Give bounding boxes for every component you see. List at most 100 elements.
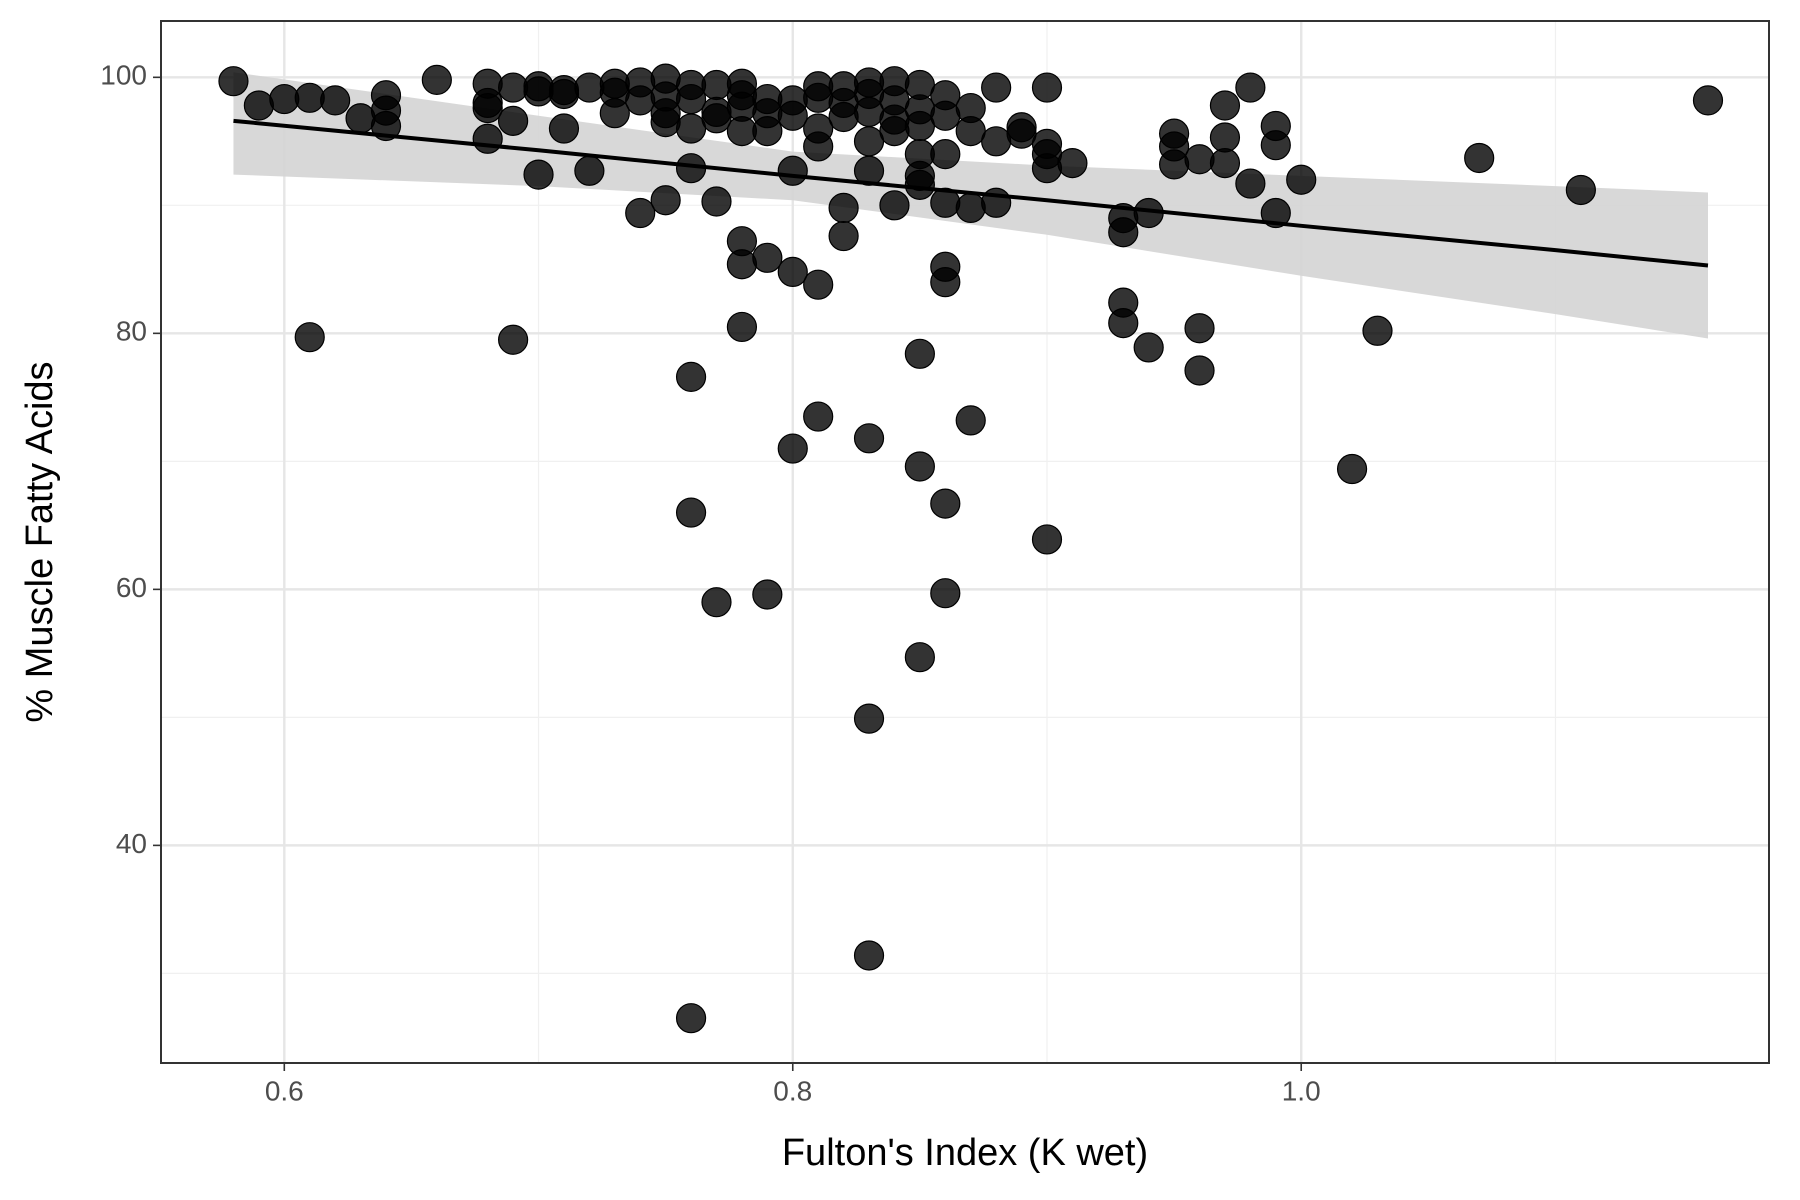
point bbox=[828, 101, 859, 133]
point bbox=[803, 269, 834, 300]
point bbox=[904, 451, 935, 482]
point bbox=[777, 433, 808, 464]
point bbox=[803, 131, 834, 162]
point bbox=[904, 642, 935, 673]
point bbox=[1692, 85, 1724, 116]
y-tick-label: 100 bbox=[100, 60, 147, 91]
point bbox=[650, 185, 681, 216]
point bbox=[904, 169, 935, 200]
point bbox=[243, 90, 274, 121]
point bbox=[955, 192, 986, 223]
point bbox=[523, 76, 554, 107]
point bbox=[498, 72, 529, 103]
point bbox=[675, 361, 707, 392]
point bbox=[523, 159, 554, 190]
point bbox=[930, 578, 961, 609]
point bbox=[574, 72, 605, 103]
point bbox=[853, 940, 885, 971]
point bbox=[853, 703, 885, 734]
point bbox=[726, 311, 758, 343]
point bbox=[904, 338, 935, 369]
point bbox=[777, 256, 808, 287]
point bbox=[1235, 72, 1266, 103]
x-tick-label: 0.8 bbox=[773, 1075, 812, 1106]
point bbox=[1031, 72, 1063, 103]
point bbox=[701, 186, 732, 217]
point bbox=[548, 78, 580, 110]
point bbox=[879, 115, 910, 147]
point bbox=[930, 488, 961, 519]
point bbox=[1031, 153, 1063, 184]
point bbox=[803, 401, 834, 432]
point bbox=[726, 115, 758, 147]
point bbox=[675, 83, 707, 115]
point bbox=[1336, 453, 1368, 485]
point bbox=[269, 83, 300, 115]
point bbox=[752, 242, 783, 273]
y-axis-title: % Muscle Fatty Acids bbox=[19, 361, 61, 722]
point bbox=[803, 82, 834, 113]
point bbox=[1184, 355, 1215, 386]
point bbox=[1108, 308, 1139, 339]
point bbox=[1184, 313, 1215, 344]
point bbox=[828, 192, 859, 223]
x-tick-label: 0.6 bbox=[265, 1075, 304, 1106]
point bbox=[625, 85, 656, 116]
point bbox=[701, 103, 732, 134]
point bbox=[777, 100, 808, 131]
point bbox=[548, 113, 580, 144]
point bbox=[930, 267, 961, 298]
point bbox=[599, 98, 630, 129]
point bbox=[650, 107, 681, 138]
point bbox=[981, 72, 1012, 103]
point bbox=[930, 100, 961, 131]
point bbox=[853, 423, 885, 454]
point bbox=[752, 579, 783, 610]
point bbox=[1006, 118, 1037, 149]
point bbox=[1209, 147, 1241, 179]
x-axis-title: Fulton's Index (K wet) bbox=[782, 1132, 1148, 1174]
point bbox=[675, 497, 707, 528]
point bbox=[930, 139, 961, 170]
point bbox=[1133, 332, 1164, 363]
point bbox=[1260, 197, 1291, 229]
y-tick-label: 60 bbox=[116, 572, 147, 603]
x-tick-label: 1.0 bbox=[1282, 1075, 1321, 1106]
point bbox=[955, 405, 986, 436]
point bbox=[498, 105, 529, 136]
y-tick-label: 40 bbox=[116, 828, 147, 859]
point bbox=[1464, 142, 1495, 174]
point bbox=[1235, 168, 1266, 199]
point bbox=[981, 126, 1012, 157]
point bbox=[701, 69, 732, 101]
point bbox=[853, 96, 885, 127]
point bbox=[1159, 149, 1190, 180]
point bbox=[726, 249, 758, 280]
point bbox=[218, 66, 249, 97]
point bbox=[1031, 524, 1063, 555]
point bbox=[472, 123, 503, 154]
point bbox=[625, 197, 656, 229]
point bbox=[853, 126, 885, 157]
point bbox=[1108, 217, 1139, 248]
point bbox=[472, 92, 503, 124]
point bbox=[1362, 315, 1393, 346]
point bbox=[421, 64, 452, 95]
fit-line bbox=[233, 118, 1709, 268]
point bbox=[675, 1003, 707, 1034]
y-tick-label: 80 bbox=[116, 316, 147, 347]
point bbox=[701, 587, 732, 618]
point bbox=[1209, 90, 1241, 121]
point bbox=[1057, 147, 1088, 179]
point bbox=[828, 220, 859, 252]
point bbox=[955, 115, 986, 147]
point bbox=[294, 322, 325, 353]
point bbox=[1184, 144, 1215, 175]
point bbox=[752, 115, 783, 147]
point bbox=[1565, 174, 1596, 206]
point bbox=[294, 82, 325, 113]
point bbox=[1286, 164, 1317, 195]
point bbox=[498, 324, 529, 355]
